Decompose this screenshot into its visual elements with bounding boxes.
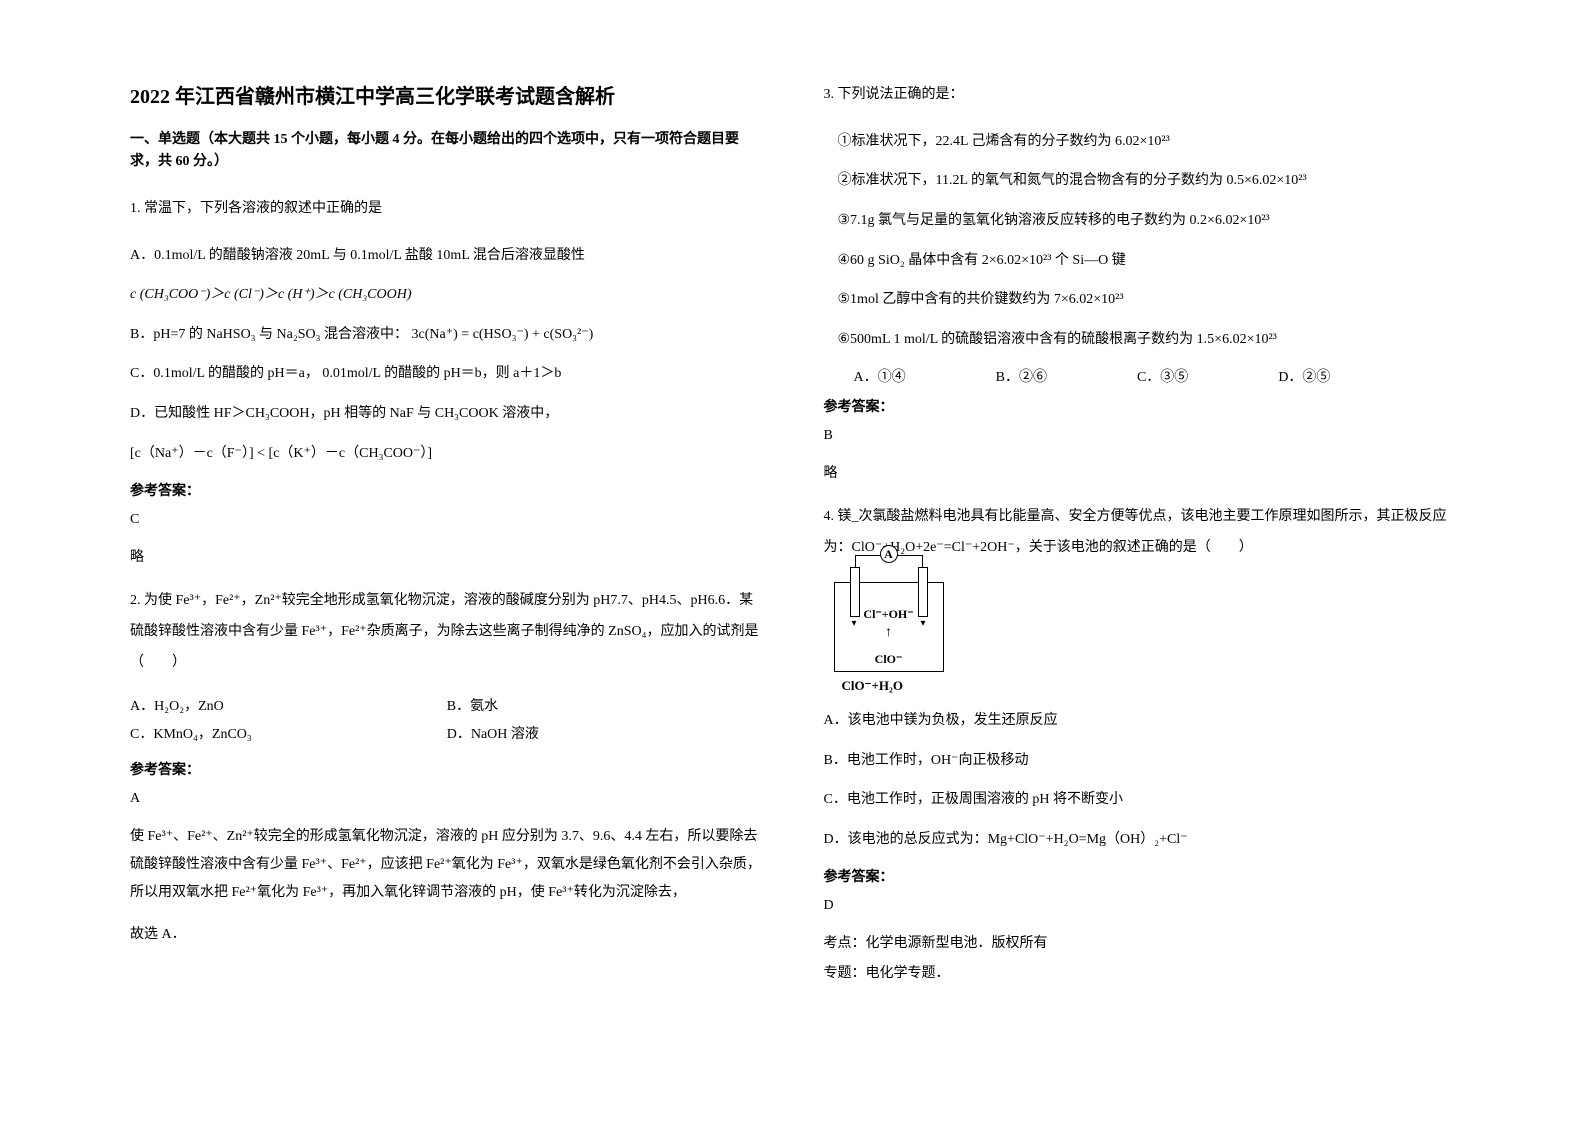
- q2-optB: B．氨水: [447, 693, 764, 721]
- q1-stem: 1. 常温下，下列各溶液的叙述中正确的是: [130, 194, 764, 225]
- q1-answer: C: [130, 506, 764, 534]
- q1-optD: D．已知酸性 HF＞CH₃COOH，pH 相等的 NaF 与 CH₃COOK 溶…: [130, 397, 764, 431]
- q3-optB: B．②⑥: [996, 366, 1047, 386]
- q1-explanation: 略: [130, 544, 764, 572]
- q3-optD: D．②⑤: [1278, 366, 1330, 386]
- q4-answer: D: [824, 892, 1458, 920]
- q1-optB: B．pH=7 的 NaHSO₃ 与 Na₂SO₃ 混合溶液中： 3c(Na⁺) …: [130, 318, 764, 352]
- q2-answer: A: [130, 785, 764, 813]
- electrode-right: [918, 567, 928, 617]
- page-title: 2022 年江西省赣州市横江中学高三化学联考试题含解析: [130, 80, 764, 109]
- q1-optC: C．0.1mol/L 的醋酸的 pH＝a， 0.01mol/L 的醋酸的 pH＝…: [130, 357, 764, 391]
- q3-explanation: 略: [824, 460, 1458, 488]
- q1-answer-label: 参考答案：: [130, 480, 764, 500]
- q3-stem: 3. 下列说法正确的是：: [824, 80, 1458, 111]
- battery-box: A ▾ ▾ Cl⁻+OH⁻ ↑ ClO⁻: [834, 582, 944, 672]
- electrode-left: [850, 567, 860, 617]
- q2-optC: C．KMnO₄，ZnCO₃: [130, 721, 447, 749]
- q4-diagram: A ▾ ▾ Cl⁻+OH⁻ ↑ ClO⁻ ClO⁻+H₂O: [824, 582, 1458, 694]
- q4-explanation1: 考点：化学电源新型电池．版权所有: [824, 930, 1458, 958]
- q1-optA-line2: c (CH₃COO⁻)＞c (Cl⁻)＞c (H⁺)＞c (CH₃COOH): [130, 278, 764, 312]
- q2-optA: A．H₂O₂，ZnO: [130, 693, 447, 721]
- q3-s5: ⑤1mol 乙醇中含有的共价键数约为 7×6.02×10²³: [838, 283, 1458, 317]
- ammeter-icon: A: [880, 545, 898, 563]
- q4-optA: A．该电池中镁为负极，发生还原反应: [824, 704, 1458, 738]
- q4-explanation2: 专题：电化学专题．: [824, 960, 1458, 988]
- q4-answer-label: 参考答案：: [824, 866, 1458, 886]
- q1-optA: A．0.1mol/L 的醋酸钠溶液 20mL 与 0.1mol/L 盐酸 10m…: [130, 239, 764, 273]
- q3-optA: A．①④: [854, 366, 906, 386]
- q2-explanation2: 故选 A．: [130, 921, 764, 949]
- q3-optC: C．③⑤: [1137, 366, 1188, 386]
- q2-answer-label: 参考答案：: [130, 759, 764, 779]
- arrow-up-icon: ↑: [885, 625, 892, 641]
- q1-optB-text: B．pH=7 的 NaHSO₃ 与 Na₂SO₃ 混合溶液中：: [130, 327, 408, 342]
- q2-stem: 2. 为使 Fe³⁺，Fe²⁺，Zn²⁺较完全地形成氢氧化物沉淀，溶液的酸碱度分…: [130, 586, 764, 678]
- box-bottom-label: ClO⁻: [875, 652, 903, 667]
- q3-answer: B: [824, 422, 1458, 450]
- q3-answer-label: 参考答案：: [824, 396, 1458, 416]
- q4-optD: D．该电池的总反应式为：Mg+ClO⁻+H₂O=Mg（OH）₂+Cl⁻: [824, 823, 1458, 857]
- q3-s4: ④60 g SiO₂ 晶体中含有 2×6.02×10²³ 个 Si—O 键: [838, 244, 1458, 278]
- drip-right-icon: ▾: [920, 618, 925, 629]
- q3-s3: ③7.1g 氯气与足量的氢氧化钠溶液反应转移的电子数约为 0.2×6.02×10…: [838, 204, 1458, 238]
- diagram-below-label: ClO⁻+H₂O: [842, 678, 1458, 694]
- q4-optB: B．电池工作时，OH⁻向正极移动: [824, 744, 1458, 778]
- q3-s1: ①标准状况下，22.4L 己烯含有的分子数约为 6.02×10²³: [838, 125, 1458, 159]
- drip-left-icon: ▾: [852, 618, 857, 629]
- q3-s2: ②标准状况下，11.2L 的氧气和氮气的混合物含有的分子数约为 0.5×6.02…: [838, 164, 1458, 198]
- q2-explanation: 使 Fe³⁺、Fe²⁺、Zn²⁺较完全的形成氢氧化物沉淀，溶液的 pH 应分别为…: [130, 823, 764, 907]
- box-label: Cl⁻+OH⁻: [863, 607, 913, 622]
- q3-s6: ⑥500mL 1 mol/L 的硫酸铝溶液中含有的硫酸根离子数约为 1.5×6.…: [838, 323, 1458, 357]
- q1-optB-formula: 3c(Na⁺) = c(HSO₃⁻) + c(SO₃²⁻): [412, 318, 594, 352]
- section-intro: 一、单选题（本大题共 15 个小题，每小题 4 分。在每小题给出的四个选项中，只…: [130, 129, 764, 174]
- q1-optD-line2: [c（Na⁺）－c（F⁻）] < [c（K⁺）－c（CH₃COO⁻）]: [130, 437, 764, 471]
- q4-optC: C．电池工作时，正极周围溶液的 pH 将不断变小: [824, 783, 1458, 817]
- q2-optD: D．NaOH 溶液: [447, 721, 764, 749]
